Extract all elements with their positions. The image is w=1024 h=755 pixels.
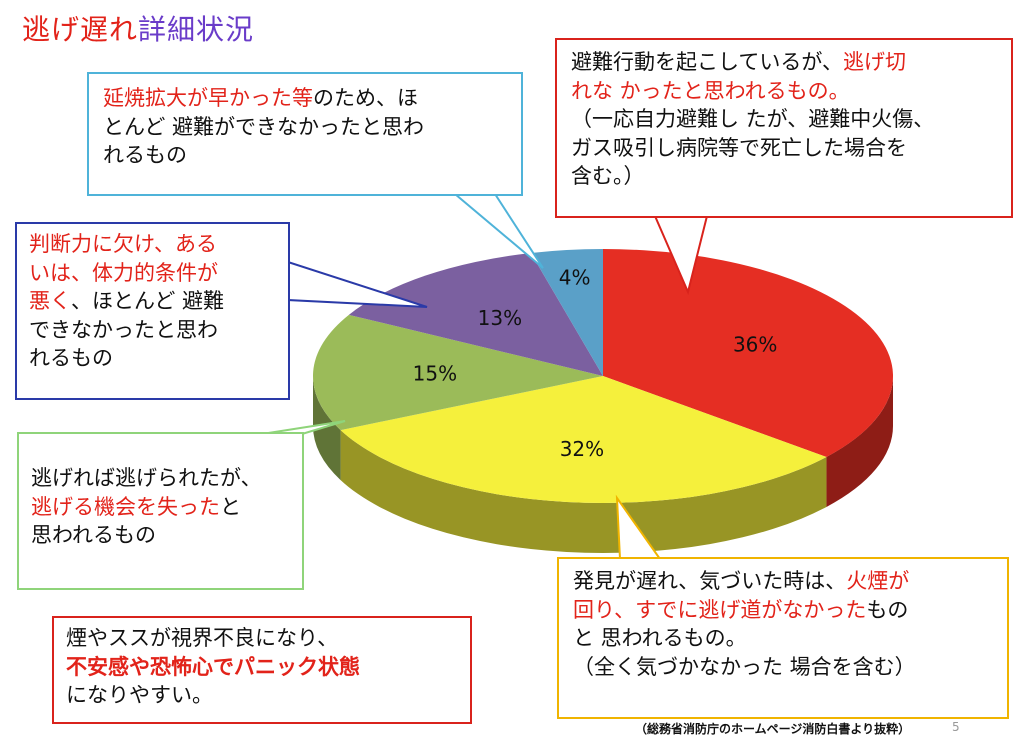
pie-slice-0 (603, 249, 894, 457)
callout-smoke-note-line3: になりやすい。 (66, 683, 213, 708)
pie-slice-3 (348, 252, 603, 376)
callout-judgment: 判断力に欠け、ある いは、体力的条件が 悪く、ほとんど 避難 できなかったと思わ… (15, 222, 290, 400)
callout-late-discovery-line3: と 思われるもの。 (573, 626, 747, 651)
pie-slice-2 (313, 314, 603, 431)
callout-judgment-line3a: 悪く (29, 289, 71, 314)
callout-judgment-line2: いは、体力的条件が (29, 260, 218, 285)
callout-escape-failed-line5: 含む。） (571, 164, 645, 189)
pointer-fire-spread (452, 193, 544, 269)
page-number: 5 (952, 720, 960, 734)
title-part-purple: 詳細状況 (138, 13, 255, 46)
source-note: （総務省消防庁のホームページ消防白書より抜粋） (635, 722, 911, 736)
pie-slice-4 (530, 249, 603, 376)
callout-smoke-note-line1: 煙やススが視界不良になり、 (66, 626, 339, 650)
callout-escape-failed-line2: れな かったと思われるもの。 (571, 78, 850, 103)
callout-judgment-line5: れるもの (29, 346, 113, 371)
callout-escape-failed-line1a: 避難行動を起こしているが、 (571, 50, 843, 74)
pie-label-0: 36% (733, 333, 777, 357)
pie-slice-1 (340, 376, 827, 503)
title-part-red: 逃げ遅れ (22, 13, 139, 46)
callout-missed-chance-line1: 逃げれば逃げられたが、 (31, 466, 262, 490)
pie-side-2 (313, 376, 341, 481)
callout-judgment-line1: 判断力に欠け、ある (29, 232, 217, 256)
pie-side-0 (826, 376, 893, 507)
callout-smoke-note-line2: 不安感や恐怖心でパニック状態 (66, 654, 360, 679)
callout-fire-spread-line1b: のため、ほ (313, 86, 418, 110)
callout-escape-failed: 避難行動を起こしているが、逃げ切 れな かったと思われるもの。 （一応自力避難し… (555, 38, 1013, 218)
callout-missed-chance-line2b: と (220, 494, 241, 519)
callout-missed-chance-line3: 思われるもの (31, 523, 156, 548)
callout-fire-spread: 延焼拡大が早かった等のため、ほ とんど 避難ができなかったと思わ れるもの (87, 72, 523, 196)
callout-fire-spread-line1a: 延焼拡大が早かった等 (103, 86, 313, 110)
page-title: 逃げ遅れ詳細状況 (22, 8, 254, 48)
callout-late-discovery-line1a: 発見が遅れ、気づいた時は、 (573, 569, 847, 593)
callout-late-discovery-line1b: 火煙が (846, 569, 910, 593)
callout-escape-failed-line3: （一応自力避難し たが、避難中火傷、 (571, 107, 935, 132)
callout-missed-chance-line2a: 逃げる機会を失った (31, 494, 220, 519)
callout-fire-spread-line2: とんど 避難ができなかったと思わ (103, 114, 425, 139)
callout-escape-failed-line4: ガス吸引し病院等で死亡した場合を (571, 135, 907, 160)
callout-escape-failed-line1b: 逃げ切 (842, 50, 906, 74)
pie-label-3: 13% (478, 306, 522, 330)
callout-judgment-line4: できなかったと思わ (29, 317, 218, 342)
callout-late-discovery-line2a: 回り、すでに逃げ道がなかった (573, 597, 867, 622)
callout-late-discovery: 発見が遅れ、気づいた時は、火煙が 回り、すでに逃げ道がなかったもの と 思われる… (557, 557, 1009, 719)
pie-side-1 (340, 430, 827, 553)
callout-fire-spread-line3: れるもの (103, 143, 187, 168)
callout-late-discovery-line2b: もの (866, 597, 909, 622)
callout-late-discovery-line4: （全く気づかなかった 場合を含む） (573, 654, 916, 679)
pie-label-1: 32% (560, 437, 604, 461)
callout-judgment-line3b: 、ほとんど 避難 (71, 289, 225, 314)
pie-label-2: 15% (413, 362, 457, 386)
callout-missed-chance: 逃げれば逃げられたが、 逃げる機会を失ったと 思われるもの (17, 432, 304, 590)
pie-label-4: 4% (559, 266, 591, 290)
callout-smoke-note: 煙やススが視界不良になり、 不安感や恐怖心でパニック状態 になりやすい。 (52, 616, 472, 724)
